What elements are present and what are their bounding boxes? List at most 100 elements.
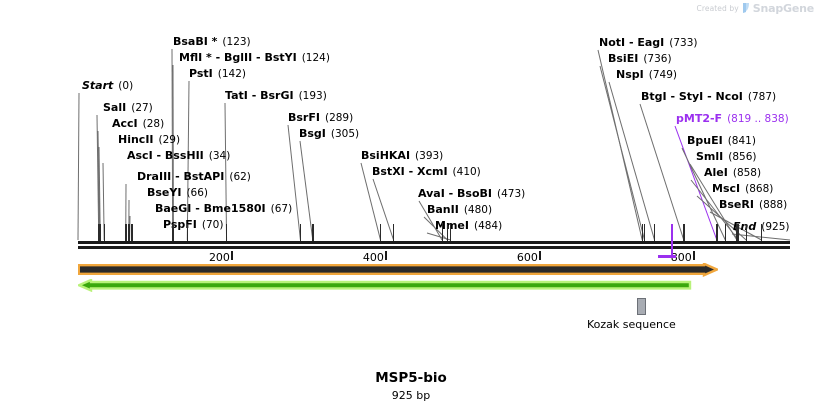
enzyme-label-position: (27) bbox=[131, 102, 153, 114]
enzyme-label-position: (123) bbox=[222, 36, 251, 48]
enzyme-label-position: (473) bbox=[497, 188, 526, 200]
enzyme-label-name: BseYI bbox=[147, 186, 182, 199]
enzyme-label-name: AscI - BssHII bbox=[127, 149, 204, 162]
leader-line bbox=[608, 81, 656, 241]
ruler-tick-label: 200 bbox=[208, 251, 230, 264]
enzyme-label: BseRI (888) bbox=[719, 198, 788, 212]
enzyme-label-position: (868) bbox=[745, 183, 774, 195]
sequence-length: 925 bp bbox=[391, 389, 431, 402]
cut-site-tick bbox=[128, 224, 130, 241]
enzyme-label-position: (749) bbox=[648, 69, 677, 81]
primer-pmt2f-horizontal-mark bbox=[658, 255, 676, 258]
cut-site-tick bbox=[99, 224, 102, 241]
enzyme-label-position: (142) bbox=[217, 68, 247, 80]
enzyme-label-name: SmlI bbox=[696, 150, 724, 163]
enzyme-label-name: PstI bbox=[189, 67, 213, 80]
enzyme-label-position: (124) bbox=[301, 52, 330, 64]
enzyme-label-name: DraIII - BstAPI bbox=[137, 170, 225, 183]
enzyme-label: BseYI (66) bbox=[147, 186, 209, 200]
enzyme-label-name: BanII bbox=[427, 203, 459, 216]
enzyme-label: SmlI (856) bbox=[696, 150, 756, 164]
enzyme-label-position: (70) bbox=[201, 219, 224, 231]
enzyme-label-position: (888) bbox=[758, 199, 788, 211]
enzyme-label: BstXI - XcmI (410) bbox=[372, 166, 481, 179]
enzyme-label: BsiEI (736) bbox=[608, 52, 672, 66]
cut-site-tick bbox=[641, 224, 644, 241]
orange-feature-arrow bbox=[78, 263, 718, 277]
leader-line bbox=[77, 92, 80, 241]
cut-site-tick bbox=[172, 224, 175, 241]
enzyme-label: AccI (28) bbox=[112, 117, 165, 131]
watermark-created-by-text: Created by bbox=[696, 4, 739, 13]
ruler-tick bbox=[692, 251, 695, 260]
cut-site-tick bbox=[450, 224, 452, 241]
cut-site-tick bbox=[98, 224, 100, 241]
cut-site-tick bbox=[654, 224, 656, 241]
ruler-tick-label: 600 bbox=[516, 251, 538, 264]
enzyme-label: MmeI (484) bbox=[435, 219, 502, 233]
cut-site-tick bbox=[724, 224, 727, 241]
cut-site-tick bbox=[172, 224, 174, 241]
enzyme-label: MscI (868) bbox=[712, 183, 774, 196]
primer-pmt2f-vertical-mark bbox=[671, 224, 673, 257]
kozak-sequence-label: Kozak sequence bbox=[587, 318, 676, 331]
kozak-sequence-marker bbox=[637, 298, 646, 315]
enzyme-label: BsiHKAI (393) bbox=[361, 149, 443, 163]
enzyme-label-name: BpuEI bbox=[687, 134, 723, 147]
cut-site-tick bbox=[380, 224, 382, 241]
enzyme-label: pMT2-F (819 .. 838) bbox=[676, 112, 789, 126]
enzyme-label-name: BtgI - StyI - NcoI bbox=[641, 90, 743, 103]
ruler-tick bbox=[538, 251, 541, 260]
enzyme-label: DraIII - BstAPI (62) bbox=[137, 170, 251, 184]
cut-site-tick bbox=[737, 224, 740, 241]
enzyme-label-name: BseRI bbox=[719, 198, 754, 211]
enzyme-label: BpuEI (841) bbox=[687, 134, 756, 148]
enzyme-label: BaeGI - Bme1580I (67) bbox=[155, 202, 293, 216]
enzyme-label-position: (0) bbox=[118, 80, 134, 92]
enzyme-label: BanII (480) bbox=[427, 203, 492, 217]
enzyme-label-name: HincII bbox=[118, 133, 154, 146]
enzyme-label-name: AvaI - BsoBI bbox=[418, 187, 492, 200]
sequence-backbone-upper bbox=[78, 241, 790, 244]
enzyme-label-name: BsiHKAI bbox=[361, 149, 411, 162]
enzyme-label-position: (193) bbox=[298, 90, 327, 102]
cut-site-tick bbox=[736, 224, 738, 241]
enzyme-label-position: (858) bbox=[732, 167, 762, 179]
leader-line bbox=[96, 114, 100, 241]
page-title: MSP5-bio bbox=[375, 370, 447, 386]
leader-line bbox=[599, 65, 646, 241]
ruler-tick bbox=[230, 251, 233, 260]
enzyme-label-position: (736) bbox=[643, 53, 672, 65]
cut-site-tick bbox=[644, 224, 646, 241]
sequence-backbone-lower bbox=[78, 246, 790, 249]
leader-line bbox=[372, 178, 395, 241]
enzyme-label-position: (34) bbox=[208, 150, 231, 162]
cut-site-tick bbox=[99, 224, 101, 241]
enzyme-label: MflI * - BglII - BstYI (124) bbox=[179, 52, 330, 65]
enzyme-label-name: AleI bbox=[704, 166, 728, 179]
enzyme-label: TatI - BsrGI (193) bbox=[225, 90, 327, 103]
enzyme-label: AscI - BssHII (34) bbox=[127, 149, 231, 163]
cut-site-tick bbox=[446, 224, 449, 241]
enzyme-label-name: BsiEI bbox=[608, 52, 639, 65]
enzyme-label-position: (66) bbox=[186, 187, 209, 199]
cut-site-tick bbox=[761, 224, 763, 241]
cut-site-tick bbox=[716, 224, 718, 241]
enzyme-label: BtgI - StyI - NcoI (787) bbox=[641, 90, 776, 104]
snapgene-logo-icon bbox=[742, 3, 750, 14]
enzyme-label-position: (289) bbox=[324, 112, 354, 124]
enzyme-label-name: SalI bbox=[103, 101, 127, 114]
leader-line bbox=[287, 124, 301, 241]
enzyme-label-position: (28) bbox=[142, 118, 165, 130]
cut-site-tick bbox=[226, 224, 228, 241]
enzyme-label-name: pMT2-F bbox=[676, 112, 723, 125]
enzyme-label-position: (67) bbox=[270, 203, 293, 215]
enzyme-label-position: (841) bbox=[727, 135, 756, 147]
ruler-tick bbox=[384, 251, 387, 260]
enzyme-label: NotI - EagI (733) bbox=[599, 37, 698, 50]
enzyme-label-name: AccI bbox=[112, 117, 138, 130]
enzyme-label-name: MmeI bbox=[435, 219, 469, 232]
enzyme-label: BsrFI (289) bbox=[288, 112, 354, 125]
enzyme-label-position: (733) bbox=[669, 37, 698, 49]
enzyme-label-name: BaeGI - Bme1580I bbox=[155, 202, 266, 215]
